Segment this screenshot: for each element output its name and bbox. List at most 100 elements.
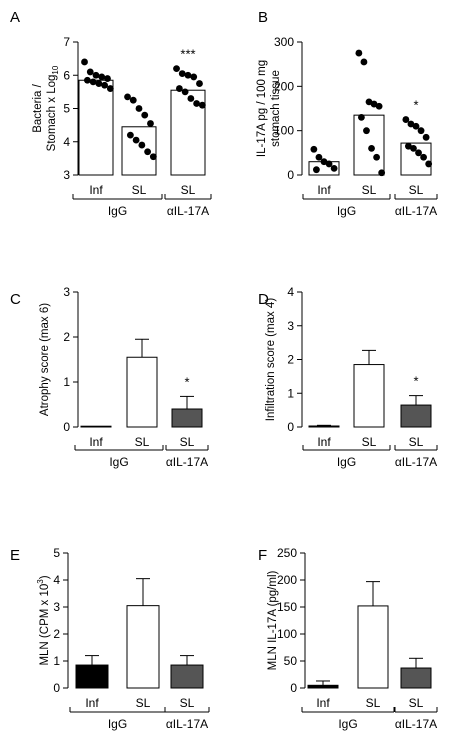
group-label: IgG [109,455,128,469]
data-point [313,166,320,174]
y-axis-label: MLN IL-17A (pg/ml) [267,570,279,670]
data-point [184,71,192,79]
group-label: αIL-17A [395,455,437,469]
data-point [138,141,146,149]
data-point [173,65,180,72]
data-point [104,75,111,82]
y-tick-label: 0 [53,681,60,695]
group-label: αIL-17A [166,717,208,731]
category-label: SL [181,183,196,197]
category-label: SL [409,696,424,710]
y-tick-label: 4 [287,285,294,299]
y-tick-label: 7 [63,35,70,49]
category-label: Inf [317,183,331,197]
panel-b: B 0 100 200 300 IL-17A pg / 100 mg stomach tis… [256,9,438,218]
y-axis-label-text: Bacteria / [32,83,44,132]
y-tick-label: 5 [63,102,70,116]
bar-sl [126,356,158,428]
y-tick-label: 300 [274,35,294,49]
data-point [325,160,333,168]
bar-inf [308,425,340,428]
data-point [95,80,103,87]
y-axis-label: Atrophy score (max 6) [39,303,51,416]
data-point [420,153,427,161]
category-label: Inf [316,696,330,710]
y-tick-label: 3 [53,600,60,614]
data-point [378,169,386,177]
bar-sl [170,664,204,689]
y-tick-label: 3 [287,319,294,333]
panel-letter: E [10,547,20,564]
category-label: SL [362,435,377,449]
data-point [126,131,134,139]
data-point [415,149,422,157]
data-point [175,85,183,92]
data-point [330,164,338,172]
category-label: SL [136,696,151,710]
group-label: αIL-17A [167,204,209,218]
y-axis-label-suffix: ) [39,575,51,579]
group-label: αIL-17A [166,455,208,469]
y-axis-label-text: IL-17A pg / 100 mg [256,60,268,157]
category-label: SL [409,183,424,197]
y-axis-label: IL-17A pg / 100 mg [256,60,268,157]
bar-sl [400,404,432,428]
data-point [360,58,368,66]
y-tick-label: 50 [284,654,298,668]
y-axis-label-text: MLN (CPM x 10 [39,584,51,666]
bar-sl [400,667,432,689]
significance-marker: * [184,374,189,389]
data-point [363,127,370,135]
data-point [412,122,420,130]
data-point [124,93,131,101]
y-tick-label: 6 [63,68,70,82]
group-label: IgG [337,455,356,469]
category-label: Inf [317,435,331,449]
data-point [81,58,88,66]
bar-inf [75,664,109,689]
data-point [141,111,149,119]
panel-letter: A [10,9,20,26]
y-tick-label: 1 [287,386,294,400]
group-label: αIL-17A [395,204,437,218]
y-tick-label: 250 [277,546,297,560]
y-tick-label: 1 [53,654,60,668]
data-point [106,85,114,92]
y-tick-label: 0 [287,168,294,182]
panel-letter: F [258,547,267,564]
y-axis-label-text: Atrophy score (max 6) [39,303,51,416]
bar-sl [357,605,389,689]
y-tick-label: 5 [53,546,60,560]
data-point [425,160,433,168]
y-axis-label: MLN (CPM x 103) [36,575,51,665]
y-tick-label: 200 [274,79,294,93]
category-label: SL [180,696,195,710]
category-label: Inf [85,696,99,710]
data-point [196,80,203,87]
category-label: SL [180,435,195,449]
y-axis-label-text: Infiltration score (max 4) [265,298,277,422]
data-point [365,98,373,106]
data-point [410,145,417,152]
bar-sl [353,114,385,176]
data-point [405,142,412,150]
panel-f: F 0 50 100 150 200 250 MLN IL-17A (pg/ml) Inf SL S… [258,546,438,731]
data-point [417,127,425,135]
significance-marker: * [413,98,418,113]
data-point [147,120,154,127]
y-tick-label: 100 [277,627,297,641]
group-label: IgG [108,717,127,731]
y-axis-label-superscript: 3 [36,579,45,584]
y-tick-label: 1 [63,375,70,389]
panel-e: E 0 1 2 3 4 5 MLN (CPM x 103) Inf SL SL IgG αIL-17A [10,546,210,731]
data-point [135,105,143,112]
y-tick-label: 2 [287,353,294,367]
data-point [402,116,410,123]
significance-marker: * [413,374,418,389]
data-point [198,101,206,109]
y-axis-label: Bacteria / [32,83,44,132]
y-tick-label: 4 [63,135,70,149]
category-label: SL [409,435,424,449]
panel-letter: C [10,291,21,308]
y-axis-label-text: stomach tissue [270,70,282,147]
